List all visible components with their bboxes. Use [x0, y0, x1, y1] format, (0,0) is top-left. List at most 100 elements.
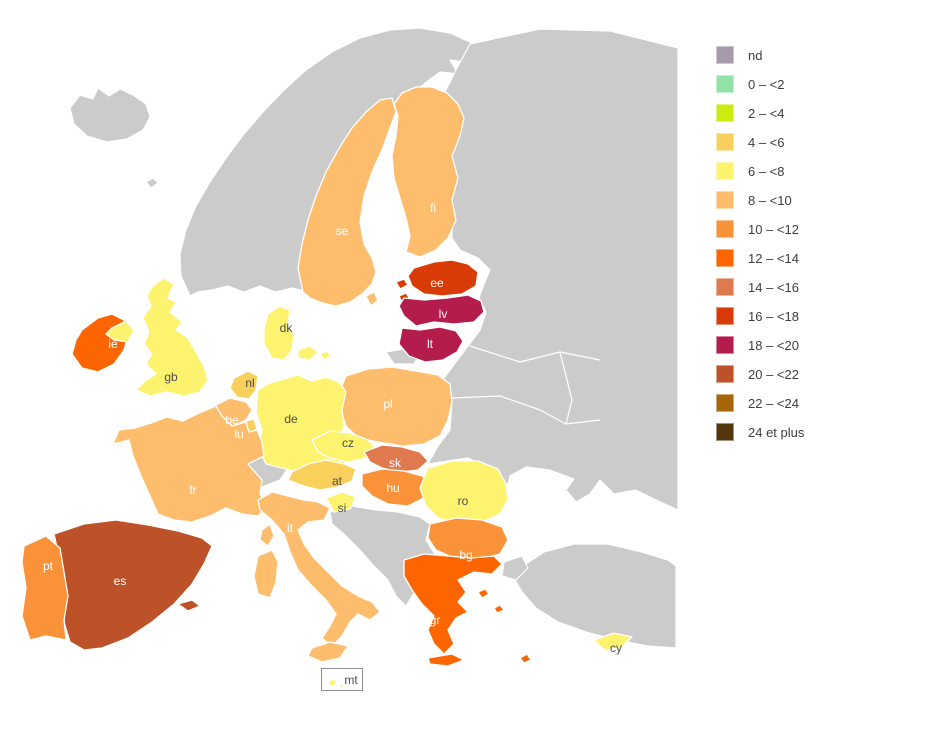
country-label-fr: fr: [189, 483, 196, 497]
country-label-de: de: [284, 412, 298, 426]
country-label-lv: lv: [439, 307, 448, 321]
legend-swatch: [716, 46, 734, 64]
country-gb[interactable]: [135, 277, 209, 397]
country-it-sardinia[interactable]: [253, 549, 279, 599]
region-russia-belarus-ukraine: [427, 28, 679, 511]
legend-item: 16 – <18: [716, 307, 804, 325]
legend-label: 24 et plus: [748, 424, 805, 440]
country-it[interactable]: [257, 491, 381, 647]
country-label-gb: gb: [164, 370, 178, 384]
country-fi[interactable]: [391, 86, 465, 258]
legend-swatch: [716, 423, 734, 441]
country-label-dk: dk: [280, 321, 294, 335]
legend-swatch: [716, 249, 734, 267]
legend-swatch: [716, 336, 734, 354]
legend-swatch: [716, 394, 734, 412]
country-ie[interactable]: [71, 313, 129, 373]
legend: nd 0 – <2 2 – <4 4 – <6 6 – <8 8 – <10 10 – <1…: [716, 46, 804, 452]
region-iceland: [69, 87, 151, 143]
country-sk[interactable]: [363, 444, 429, 473]
country-label-gr: gr: [430, 613, 441, 627]
country-si[interactable]: [325, 491, 357, 513]
country-es-balearics[interactable]: [177, 599, 201, 612]
country-gb-northern-ireland[interactable]: [105, 320, 135, 343]
legend-swatch: [716, 220, 734, 238]
country-label-be: be: [225, 413, 239, 427]
legend-label: nd: [748, 47, 763, 63]
country-label-lt: lt: [427, 337, 434, 351]
legend-item: 0 – <2: [716, 75, 804, 93]
country-label-pt: pt: [43, 559, 54, 573]
country-label-si: si: [338, 501, 347, 515]
legend-swatch: [716, 133, 734, 151]
legend-swatch: [716, 365, 734, 383]
country-dk-islands[interactable]: [297, 345, 332, 361]
legend-item: 12 – <14: [716, 249, 804, 267]
legend-item: 6 – <8: [716, 162, 804, 180]
country-lt[interactable]: [398, 326, 464, 363]
legend-item: 20 – <22: [716, 365, 804, 383]
country-gr[interactable]: [403, 553, 503, 655]
country-dk[interactable]: [263, 305, 295, 361]
legend-item: 10 – <12: [716, 220, 804, 238]
country-label-ie: ie: [108, 337, 118, 351]
legend-label: 2 – <4: [748, 105, 785, 121]
country-label-ro: ro: [458, 494, 469, 508]
country-ee[interactable]: [407, 259, 479, 297]
legend-label: 6 – <8: [748, 163, 785, 179]
country-label-at: at: [332, 474, 343, 488]
country-se[interactable]: [297, 97, 397, 307]
country-se-gotland[interactable]: [365, 291, 379, 307]
legend-label: 16 – <18: [748, 308, 799, 324]
legend-item: nd: [716, 46, 804, 64]
legend-swatch: [716, 307, 734, 325]
country-label-it: it: [287, 521, 294, 535]
legend-item: 22 – <24: [716, 394, 804, 412]
country-ro[interactable]: [419, 460, 509, 525]
legend-label: 20 – <22: [748, 366, 799, 382]
country-lv[interactable]: [398, 294, 485, 327]
legend-item: 24 et plus: [716, 423, 804, 441]
country-nl[interactable]: [229, 370, 259, 400]
country-pt[interactable]: [21, 535, 69, 641]
country-label-es: es: [114, 574, 127, 588]
country-label-fi: fi: [430, 201, 436, 215]
country-label-mt: mt: [344, 673, 358, 687]
legend-item: 8 – <10: [716, 191, 804, 209]
country-it-sicily[interactable]: [307, 641, 349, 663]
country-pl[interactable]: [339, 366, 453, 447]
legend-item: 2 – <4: [716, 104, 804, 122]
border-russia-ukraine: [559, 351, 573, 425]
country-label-ee: ee: [430, 276, 444, 290]
region-faroe-islands: [145, 177, 159, 189]
legend-label: 12 – <14: [748, 250, 799, 266]
country-label-sk: sk: [389, 456, 402, 470]
country-cy[interactable]: [593, 632, 633, 651]
legend-item: 4 – <6: [716, 133, 804, 151]
legend-swatch: [716, 75, 734, 93]
legend-item: 14 – <16: [716, 278, 804, 296]
country-es[interactable]: [53, 519, 213, 651]
country-gr-crete[interactable]: [427, 653, 465, 667]
country-at[interactable]: [287, 459, 357, 491]
country-fr[interactable]: [112, 405, 269, 523]
country-gr-islands[interactable]: [477, 588, 532, 664]
country-label-pl: pl: [383, 397, 392, 411]
region-turkey-european: [501, 555, 529, 581]
legend-swatch: [716, 278, 734, 296]
country-label-lu: lu: [234, 427, 243, 441]
legend-label: 10 – <12: [748, 221, 799, 237]
country-fr-corsica[interactable]: [259, 523, 275, 547]
legend-label: 0 – <2: [748, 76, 785, 92]
legend-label: 4 – <6: [748, 134, 785, 150]
border-belarus-russia: [469, 345, 601, 363]
country-mt[interactable]: [326, 678, 345, 689]
legend-label: 18 – <20: [748, 337, 799, 353]
country-bg[interactable]: [427, 517, 509, 561]
legend-item: 18 – <20: [716, 336, 804, 354]
country-label-cz: cz: [342, 436, 354, 450]
border-belarus-ukraine: [451, 395, 601, 425]
